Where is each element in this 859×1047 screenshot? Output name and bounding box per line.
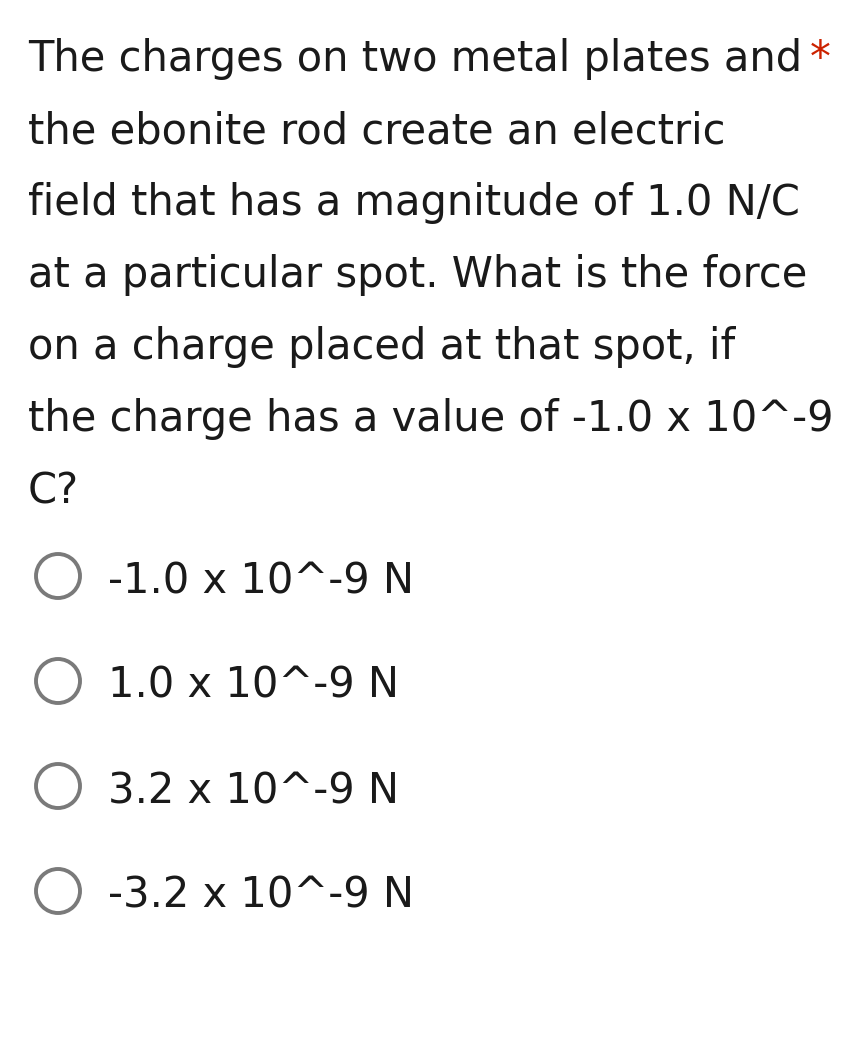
Circle shape [36,659,80,703]
Text: on a charge placed at that spot, if: on a charge placed at that spot, if [28,326,735,367]
Text: C?: C? [28,470,79,512]
Circle shape [36,764,80,808]
Text: 1.0 x 10^-9 N: 1.0 x 10^-9 N [108,665,399,707]
Text: at a particular spot. What is the force: at a particular spot. What is the force [28,254,807,296]
Text: *: * [810,38,831,80]
Circle shape [36,869,80,913]
Text: -3.2 x 10^-9 N: -3.2 x 10^-9 N [108,875,414,917]
Circle shape [36,554,80,598]
Text: 3.2 x 10^-9 N: 3.2 x 10^-9 N [108,770,399,812]
Text: the charge has a value of -1.0 x 10^-9: the charge has a value of -1.0 x 10^-9 [28,398,833,440]
Text: -1.0 x 10^-9 N: -1.0 x 10^-9 N [108,560,414,602]
Text: field that has a magnitude of 1.0 N/C: field that has a magnitude of 1.0 N/C [28,182,800,224]
Text: The charges on two metal plates and: The charges on two metal plates and [28,38,802,80]
Text: the ebonite rod create an electric: the ebonite rod create an electric [28,110,726,152]
